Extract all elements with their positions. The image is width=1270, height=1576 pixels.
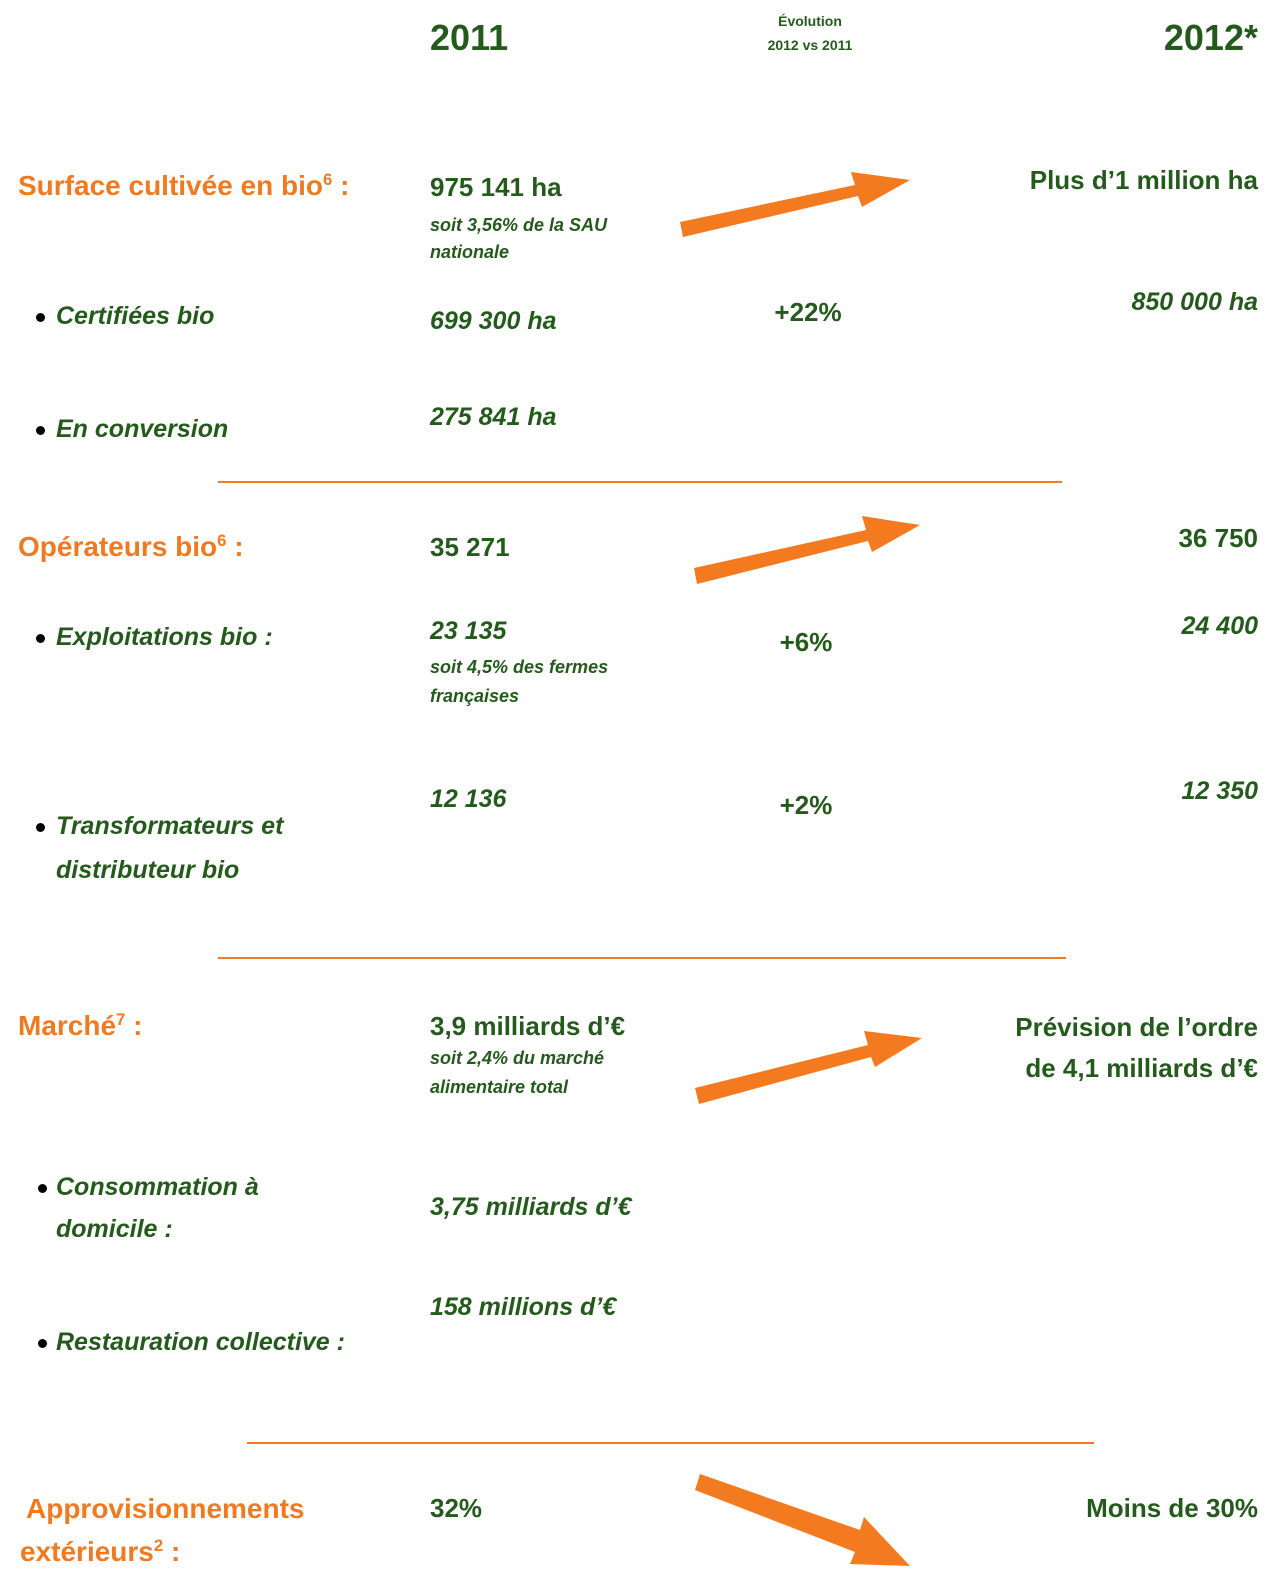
header-2011: 2011 [430,17,509,58]
arrow-group [680,172,922,1566]
value-2012: Prévision de l’ordre [1015,1012,1258,1042]
section-title: extérieurs2 : [20,1535,181,1567]
header-evolution: Évolution [778,13,842,29]
item-2011: 699 300 ha [430,307,557,335]
footnote: 6 [323,169,333,189]
divider [218,481,1062,483]
item-evolution: +6% [779,627,833,657]
bullet [38,1184,47,1193]
footnote: 7 [116,1009,126,1029]
section-title: Opérateurs bio6 : [18,530,244,562]
note: soit 2,4% du marché [430,1048,605,1068]
arrow [694,516,920,584]
value-2012: 36 750 [1178,523,1258,553]
bullet [36,823,45,832]
bullet [36,426,45,435]
footnote: 2 [153,1535,164,1555]
note: soit 3,56% de la SAU [430,215,608,235]
item-label: Certifiées bio [56,302,215,330]
value-2012: Plus d’1 million ha [1029,165,1258,195]
item-evolution: +2% [779,790,833,820]
divider [218,957,1066,959]
value-2011: 975 141 ha [430,172,562,202]
item-2011: 12 136 [430,785,507,813]
item-2012: 850 000 ha [1131,288,1259,316]
arrow [680,172,910,237]
title-text: extérieurs [20,1536,154,1567]
note: alimentaire total [430,1077,569,1097]
note: soit 4,5% des fermes [430,657,609,677]
note: françaises [430,686,520,706]
bullet [36,313,45,322]
item-2011: 3,75 milliards d’€ [430,1193,632,1221]
note: nationale [430,242,510,262]
item-label: Consommation à [56,1173,259,1201]
item-label: domicile : [56,1215,173,1243]
title-text: Surface cultivée en bio [18,170,323,201]
value-2011: 3,9 milliards d’€ [430,1011,626,1041]
value-2011: 35 271 [430,532,510,562]
section-title: Surface cultivée en bio6 : [18,169,350,201]
item-label: distributeur bio [56,856,240,884]
bullet [38,1339,47,1348]
item-2012: 24 400 [1181,612,1258,640]
item-evolution: +22% [774,297,842,327]
title-suffix: : [125,1010,143,1041]
title-suffix: : [163,1536,181,1567]
item-2011: 23 135 [430,617,507,645]
value-2012: de 4,1 milliards d’€ [1025,1053,1258,1083]
arrow [695,1474,910,1566]
header-evolution: 2012 vs 2011 [767,37,853,53]
bullet [36,634,45,643]
arrow [695,1031,922,1104]
title-suffix: : [226,531,244,562]
title-text: Opérateurs bio [18,531,218,562]
title-suffix: : [332,170,350,201]
item-label: En conversion [56,415,229,443]
item-label: Restauration collective : [56,1328,345,1356]
divider [247,1442,1094,1444]
item-label: Exploitations bio : [56,623,273,651]
item-2011: 275 841 ha [430,403,557,431]
item-label: Transformateurs et [56,812,284,840]
item-2011: 158 millions d’€ [430,1293,617,1321]
value-2011: 32% [430,1493,483,1523]
item-2012: 12 350 [1181,777,1258,805]
section-title: Approvisionnements [26,1493,305,1524]
title-text: Marché [18,1010,117,1041]
footnote: 6 [217,530,227,550]
value-2012: Moins de 30% [1086,1493,1258,1523]
section-title: Marché7 : [18,1009,143,1041]
header-2012: 2012* [1163,17,1258,58]
